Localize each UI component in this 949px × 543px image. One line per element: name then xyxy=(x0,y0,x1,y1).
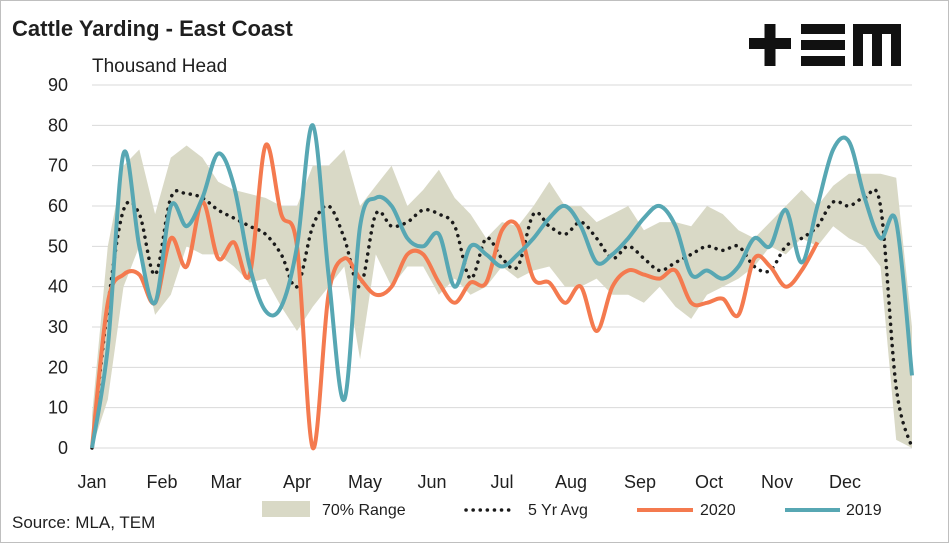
y-tick-label: 10 xyxy=(48,398,68,418)
x-tick-label: Nov xyxy=(761,472,793,492)
x-tick-label: Apr xyxy=(283,472,311,492)
x-tick-label: Dec xyxy=(829,472,861,492)
y-tick-label: 70 xyxy=(48,156,68,176)
y-tick-label: 80 xyxy=(48,115,68,135)
y-tick-label: 50 xyxy=(48,236,68,256)
x-tick-label: Sep xyxy=(624,472,656,492)
series-5yr-avg-line xyxy=(90,187,914,450)
y-tick-label: 20 xyxy=(48,357,68,377)
legend-label-2019: 2019 xyxy=(846,502,882,519)
x-tick-label: Jan xyxy=(77,472,106,492)
y-axis-unit-label: Thousand Head xyxy=(92,56,228,77)
series-2019-line xyxy=(90,123,914,449)
series-70-range-band xyxy=(92,145,912,448)
y-tick-label: 30 xyxy=(48,317,68,337)
legend-swatch-70-range xyxy=(262,501,310,517)
chart-title: Cattle Yarding - East Coast xyxy=(12,16,293,41)
x-tick-label: Feb xyxy=(146,472,177,492)
legend-label-2020: 2020 xyxy=(700,502,736,519)
y-tick-label: 0 xyxy=(58,438,68,458)
series-2020-line xyxy=(90,142,820,451)
x-tick-label: Jun xyxy=(417,472,446,492)
x-tick-label: Aug xyxy=(555,472,587,492)
x-tick-label: Mar xyxy=(211,472,242,492)
x-tick-label: May xyxy=(348,472,382,492)
legend-label-5yr-avg: 5 Yr Avg xyxy=(528,502,588,519)
y-tick-label: 60 xyxy=(48,196,68,216)
x-tick-label: Oct xyxy=(695,472,723,492)
tem-logo xyxy=(749,24,901,66)
legend-label-70-range: 70% Range xyxy=(322,502,406,519)
source-note: Source: MLA, TEM xyxy=(12,513,156,532)
y-tick-label: 40 xyxy=(48,277,68,297)
x-tick-label: Jul xyxy=(490,472,513,492)
y-tick-label: 90 xyxy=(48,75,68,95)
